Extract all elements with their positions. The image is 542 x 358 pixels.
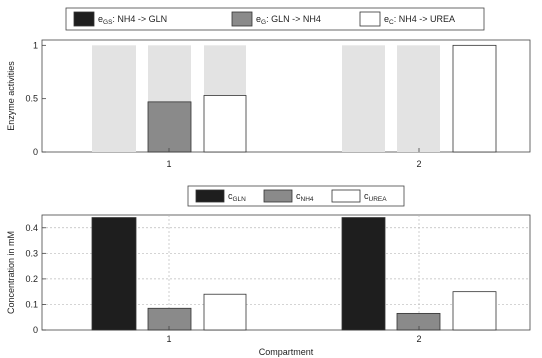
legend: cGLN cNH4 cUREA bbox=[187, 185, 405, 207]
legend-label: eGS: NH4 -> GLN bbox=[98, 14, 167, 26]
x-axis-label: Compartment bbox=[259, 347, 314, 357]
legend-label: cNH4 bbox=[296, 191, 314, 203]
bar-cUREA-2 bbox=[452, 291, 497, 331]
bar-cNH4-1 bbox=[147, 307, 192, 331]
bar-eG-1 bbox=[147, 101, 192, 153]
x-tick-label: 2 bbox=[416, 334, 421, 344]
x-tick-label: 1 bbox=[166, 159, 171, 169]
legend-swatch bbox=[195, 189, 225, 203]
bar-eC-1 bbox=[203, 95, 247, 153]
y-axis-label: Concentration in mM bbox=[6, 231, 16, 314]
legend-label: eG: GLN -> NH4 bbox=[256, 14, 321, 26]
legend-label: eC: NH4 -> UREA bbox=[384, 14, 455, 26]
y-axis-label: Enzyme activities bbox=[6, 61, 16, 131]
legend-label: cGLN bbox=[228, 191, 246, 203]
y-tick-label: 0.2 bbox=[25, 274, 38, 284]
max-activity-bar bbox=[397, 45, 440, 153]
bar-cGLN-1 bbox=[91, 217, 137, 331]
bar-cGLN-2 bbox=[341, 217, 386, 331]
y-tick-label: 0.4 bbox=[25, 223, 38, 233]
max-activity-bar bbox=[92, 45, 136, 153]
bar-eC-2 bbox=[452, 44, 497, 153]
y-tick-label: 0.1 bbox=[25, 299, 38, 309]
y-tick-label: 0.3 bbox=[25, 248, 38, 258]
legend-swatch bbox=[263, 189, 293, 203]
y-tick-label: 0 bbox=[33, 325, 38, 335]
bar-cUREA-1 bbox=[203, 293, 247, 331]
legend-swatch bbox=[231, 11, 253, 27]
bar-cNH4-2 bbox=[396, 312, 441, 331]
x-tick-label: 1 bbox=[166, 334, 171, 344]
legend-swatch bbox=[331, 189, 361, 203]
panel-2: 0 0.1 0.2 0.3 0.4 1 2 Concentration in mM Compar… bbox=[6, 185, 531, 357]
legend-label: cUREA bbox=[364, 191, 387, 203]
y-tick-label: 0 bbox=[33, 147, 38, 157]
y-tick-label: 0.5 bbox=[25, 94, 38, 104]
max-activity-bar bbox=[342, 45, 385, 153]
y-tick-label: 1 bbox=[33, 40, 38, 50]
legend-swatch bbox=[73, 11, 95, 27]
legend-swatch bbox=[359, 11, 381, 27]
legend: eGS: NH4 -> GLN eG: GLN -> NH4 eC: NH4 -> … bbox=[65, 7, 485, 31]
x-tick-label: 2 bbox=[416, 159, 421, 169]
